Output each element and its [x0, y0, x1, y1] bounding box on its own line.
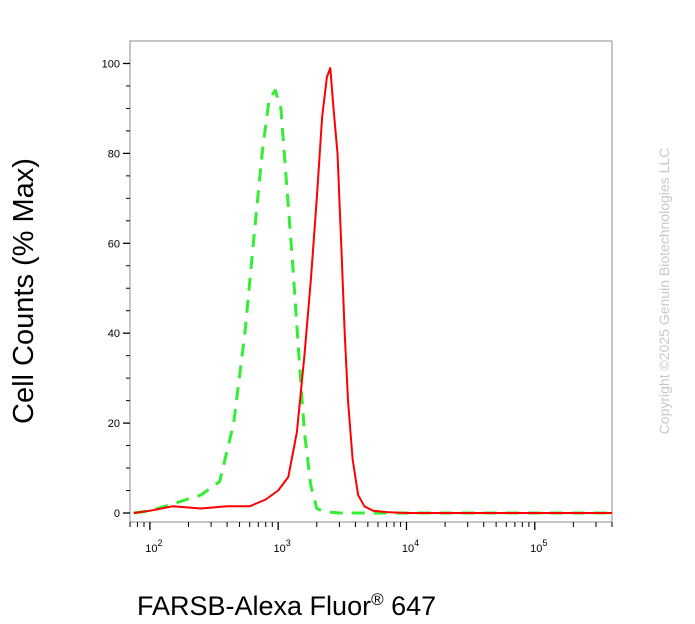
- x-axis-title-main: FARSB-Alexa Fluor: [137, 591, 371, 621]
- x-tick-label: 105: [530, 538, 547, 555]
- x-tick-label: 102: [145, 538, 162, 555]
- y-tick-label: 60: [108, 238, 120, 250]
- plot-frame: [129, 40, 613, 523]
- x-axis-title: FARSB-Alexa Fluor® 647: [137, 590, 436, 621]
- y-tick-label: 100: [102, 58, 120, 70]
- series-layer: [133, 67, 612, 515]
- y-axis: 0 20 40 60 80 100: [102, 58, 130, 520]
- y-tick-label: 0: [114, 508, 120, 520]
- x-axis-title-tail: 647: [384, 591, 437, 621]
- farsb-histogram-line: [133, 67, 612, 514]
- x-tick-label: 103: [274, 538, 291, 555]
- x-axis-title-sup: ®: [371, 590, 384, 609]
- copyright-watermark: Copyright ©2025 Genuin Biotechnologies L…: [656, 148, 672, 435]
- control-histogram-line: [133, 88, 612, 515]
- x-axis: 102 103 104 105: [129, 522, 613, 555]
- y-tick-label: 40: [108, 328, 120, 340]
- x-tick-label: 104: [402, 538, 419, 555]
- y-tick-label: 20: [108, 418, 120, 430]
- y-axis-title: Cell Counts (% Max): [8, 158, 40, 424]
- y-tick-label: 80: [108, 148, 120, 160]
